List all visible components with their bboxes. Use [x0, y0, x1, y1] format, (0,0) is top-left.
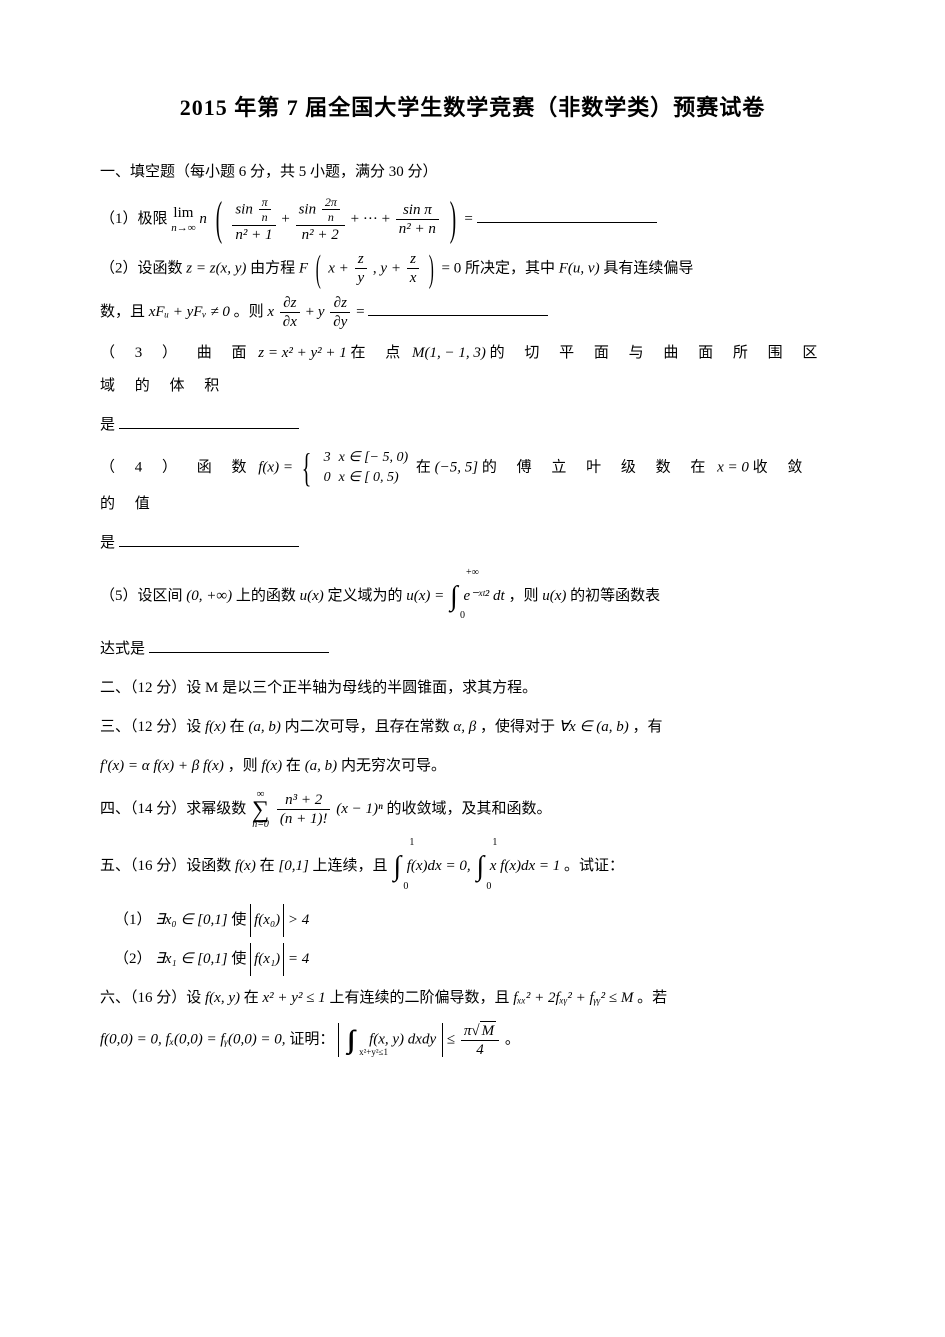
abs-big: ∫∫ x²+y²≤1 f(x, y) dxdy — [338, 1023, 443, 1057]
problem-ii: 二、（12 分）设 M 是以三个正半轴为母线的半圆锥面，求其方程。 — [100, 672, 845, 705]
rparen-icon: ) — [429, 250, 434, 288]
answer-blank — [368, 301, 548, 316]
integral-icon: ∫ 1 0 — [476, 836, 484, 898]
sqrt-icon: √M — [471, 1021, 496, 1040]
problem-2-line2: 数，且 xFᵤ + yFᵥ ≠ 0 。则 x ∂z ∂x + y ∂z ∂y = — [100, 294, 845, 331]
section-1-header: 一、填空题（每小题 6 分，共 5 小题，满分 30 分） — [100, 160, 845, 181]
problem-v-sub1: （1） ∃x₀ ∈ [0,1] 使 f(x₀) > 4 — [100, 904, 845, 937]
problem-5-line2: 达式是 — [100, 633, 845, 666]
problem-v: 五、（16 分）设函数 f(x) 在 [0,1] 上连续，且 ∫ 1 0 f(x… — [100, 836, 845, 898]
lbrace-icon: { — [302, 448, 312, 488]
lparen-icon: ( — [215, 195, 221, 243]
problem-2: （2）设函数 z = z(x, y) 由方程 F ( x + z y , y +… — [100, 250, 845, 288]
problem-v-sub2: （2） ∃x₁ ∈ [0,1] 使 f(x₁) = 4 — [100, 943, 845, 976]
q1-frac1: sin π n n² + 1 — [232, 195, 275, 244]
problem-5: （5）设区间 (0, +∞) 上的函数 u(x) 定义域为的 u(x) = ∫ … — [100, 566, 845, 628]
lparen-icon: ( — [316, 250, 321, 288]
q1-frac2: sin 2π n n² + 2 — [296, 195, 345, 244]
sum-icon: ∞ ∑ n=0 — [252, 789, 269, 830]
problem-4-line2: 是 — [100, 527, 845, 560]
q1-label: （1）极限 — [100, 211, 168, 227]
problem-4: （ 4 ） 函 数 f(x) = { 3x ∈ [− 5, 0) 0x ∈ [ … — [100, 448, 845, 521]
piecewise: 3x ∈ [− 5, 0) 0x ∈ [ 0, 5) — [320, 448, 412, 487]
integral-icon: ∫ +∞ 0 — [450, 566, 458, 628]
integral-icon: ∫ 1 0 — [393, 836, 401, 898]
abs-value: f(x₀) — [250, 904, 284, 937]
lim-operator: lim n→∞ — [171, 205, 195, 234]
exam-page: 2015 年第 7 届全国大学生数学竞赛（非数学类）预赛试卷 一、填空题（每小题… — [0, 0, 945, 1337]
problem-vi: 六、（16 分）设 f(x, y) 在 x² + y² ≤ 1 上有连续的二阶偏… — [100, 982, 845, 1015]
problem-iv: 四、（14 分）求幂级数 ∞ ∑ n=0 n³ + 2 (n + 1)! (x … — [100, 789, 845, 830]
answer-blank — [149, 638, 329, 653]
problem-1: （1）极限 lim n→∞ n ( sin π n n² + 1 + sin 2… — [100, 195, 845, 244]
double-integral-icon: ∫∫ x²+y²≤1 — [347, 1027, 355, 1053]
problem-3: （ 3 ） 曲 面 z = x² + y² + 1 在 点 M(1, − 1, … — [100, 337, 845, 403]
problem-3-line2: 是 — [100, 409, 845, 442]
abs-value: f(x₁) — [250, 943, 284, 976]
problem-vi-line2: f(0,0) = 0, fₓ(0,0) = fᵧ(0,0) = 0, 证明： ∫… — [100, 1021, 845, 1059]
q1-frac3: sin π n² + n — [396, 201, 439, 238]
rparen-icon: ) — [449, 195, 455, 243]
answer-blank — [119, 532, 299, 547]
outer-n: n — [199, 211, 207, 227]
page-title: 2015 年第 7 届全国大学生数学竞赛（非数学类）预赛试卷 — [100, 90, 845, 122]
answer-blank — [477, 208, 657, 223]
problem-iii: 三、（12 分）设 f(x) 在 (a, b) 内二次可导，且存在常数 α, β… — [100, 711, 845, 744]
answer-blank — [119, 414, 299, 429]
problem-iii-line2: f′(x) = α f(x) + β f(x) ，则 f(x) 在 (a, b)… — [100, 750, 845, 783]
